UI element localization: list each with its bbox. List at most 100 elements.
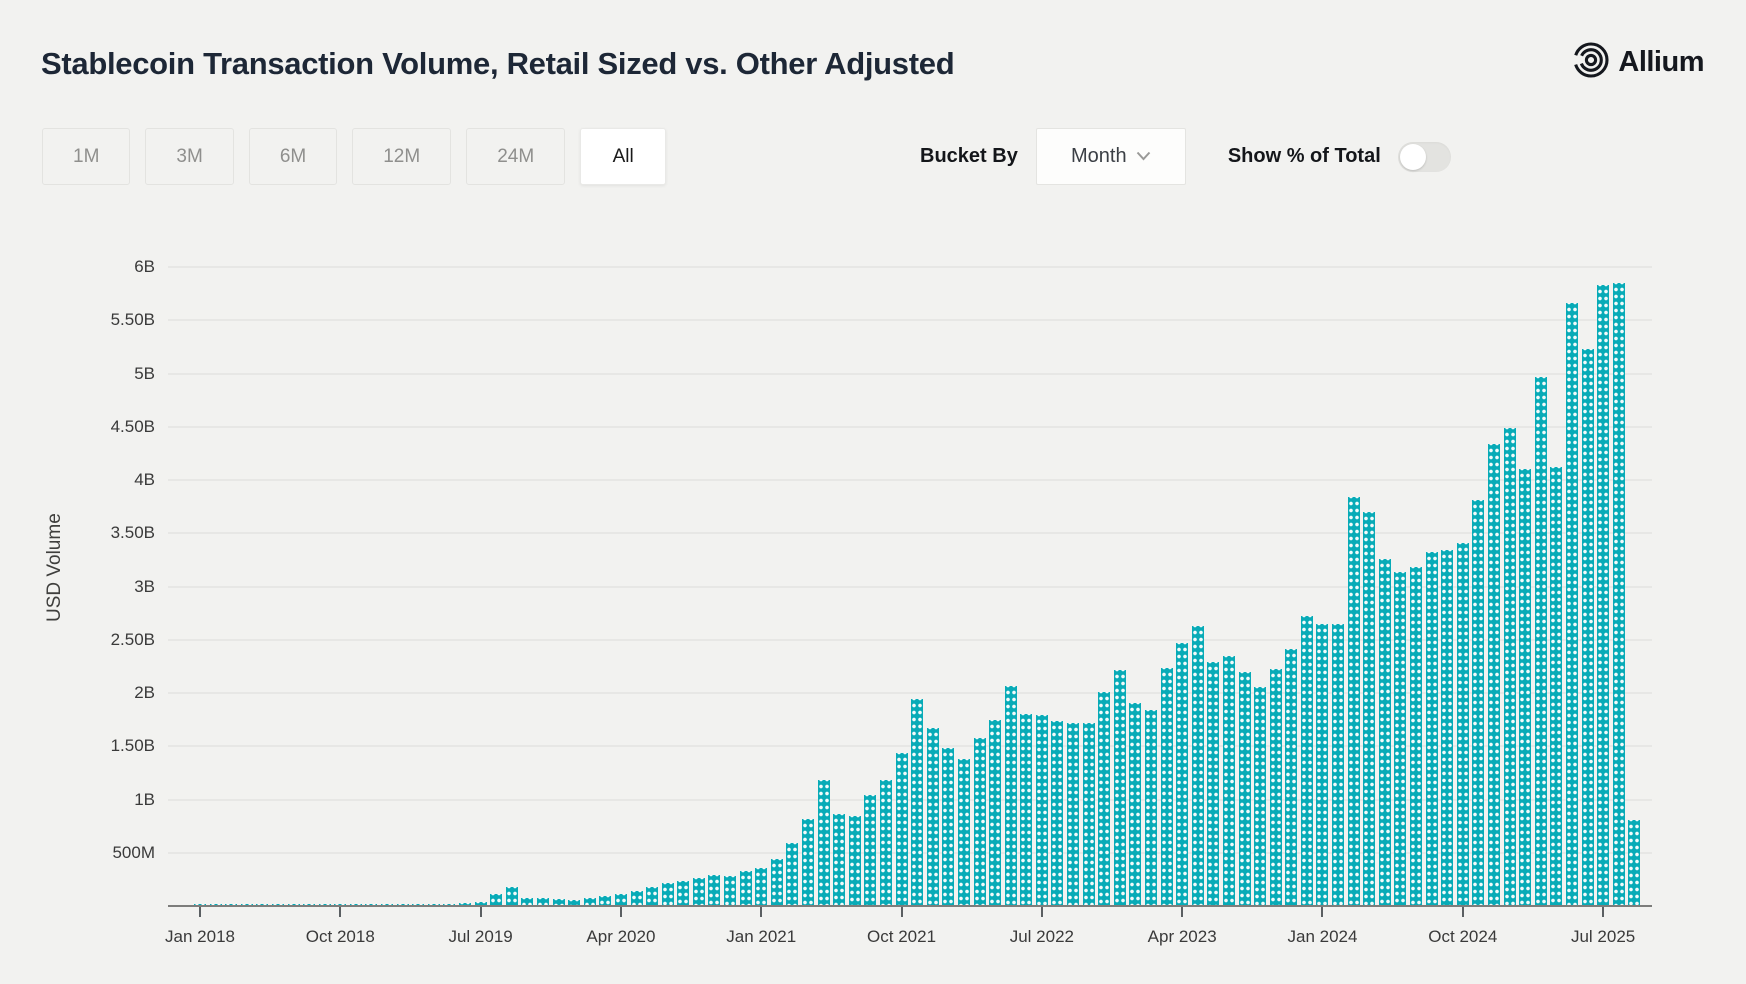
bar[interactable] [521, 898, 534, 905]
bar[interactable] [895, 753, 908, 905]
bar[interactable] [1035, 715, 1048, 905]
bar[interactable] [459, 903, 472, 905]
bar[interactable] [381, 904, 394, 905]
bar[interactable] [1238, 672, 1251, 905]
bar[interactable] [490, 894, 503, 905]
bar[interactable] [1144, 710, 1157, 905]
bar[interactable] [427, 904, 440, 905]
bar[interactable] [1550, 467, 1563, 905]
bar[interactable] [677, 881, 690, 905]
bar[interactable] [1285, 649, 1298, 905]
bar[interactable] [1581, 349, 1594, 905]
bar[interactable] [1487, 444, 1500, 905]
bar[interactable] [739, 871, 752, 905]
bar[interactable] [1269, 669, 1282, 905]
bar[interactable] [474, 902, 487, 905]
bar[interactable] [1363, 512, 1376, 905]
bar[interactable] [786, 843, 799, 905]
bar[interactable] [1612, 283, 1625, 905]
range-button-all[interactable]: All [580, 128, 667, 185]
bar[interactable] [583, 898, 596, 905]
show-percent-toggle[interactable] [1397, 141, 1451, 172]
bar[interactable] [1098, 692, 1111, 905]
bar[interactable] [661, 883, 674, 905]
bar[interactable] [848, 816, 861, 905]
bar[interactable] [568, 900, 581, 905]
bar[interactable] [334, 904, 347, 905]
bar[interactable] [879, 780, 892, 905]
bar[interactable] [1254, 687, 1267, 905]
bar[interactable] [287, 904, 300, 905]
bar[interactable] [505, 887, 518, 905]
bar[interactable] [802, 819, 814, 905]
bar[interactable] [349, 904, 362, 905]
bar[interactable] [303, 904, 316, 905]
bar[interactable] [692, 878, 705, 905]
bar[interactable] [271, 904, 284, 905]
bar[interactable] [1067, 723, 1080, 905]
bar[interactable] [1410, 567, 1423, 905]
bar[interactable] [724, 876, 737, 905]
bar[interactable] [1597, 285, 1610, 905]
bar[interactable] [911, 699, 924, 905]
bar[interactable] [365, 904, 378, 905]
bar[interactable] [1456, 543, 1469, 905]
bar[interactable] [536, 898, 549, 905]
bar[interactable] [1347, 497, 1360, 905]
bar[interactable] [209, 904, 222, 905]
bar[interactable] [1020, 714, 1033, 905]
bar[interactable] [1565, 303, 1578, 905]
bar[interactable] [1378, 559, 1391, 905]
bar[interactable] [770, 859, 783, 905]
bar[interactable] [1441, 550, 1454, 905]
bar[interactable] [1628, 820, 1641, 905]
bar[interactable] [1472, 500, 1485, 905]
bar[interactable] [1519, 469, 1532, 905]
bar[interactable] [1004, 686, 1017, 905]
bar[interactable] [1503, 428, 1516, 905]
bar[interactable] [240, 904, 253, 905]
bar[interactable] [1534, 377, 1547, 905]
bar[interactable] [599, 896, 612, 905]
bar[interactable] [973, 738, 986, 905]
bar[interactable] [755, 868, 768, 905]
bar[interactable] [1129, 703, 1142, 905]
bar[interactable] [552, 899, 565, 905]
bar[interactable] [708, 875, 721, 905]
bar[interactable] [989, 720, 1002, 905]
bar[interactable] [942, 748, 955, 905]
range-button-12m[interactable]: 12M [352, 128, 452, 185]
bar[interactable] [926, 728, 939, 905]
bar[interactable] [1191, 626, 1204, 905]
bar[interactable] [1394, 572, 1407, 905]
bar[interactable] [225, 904, 238, 905]
bar[interactable] [1425, 552, 1438, 905]
bar[interactable] [1207, 662, 1220, 905]
bar[interactable] [864, 795, 877, 905]
bar[interactable] [194, 904, 206, 905]
bar[interactable] [630, 891, 643, 905]
range-button-1m[interactable]: 1M [42, 128, 131, 185]
bar[interactable] [256, 904, 269, 905]
range-button-24m[interactable]: 24M [466, 128, 566, 185]
bar[interactable] [1082, 723, 1095, 905]
range-button-3m[interactable]: 3M [145, 128, 234, 185]
bar[interactable] [1316, 624, 1329, 905]
bar[interactable] [1222, 656, 1235, 905]
bar[interactable] [412, 904, 425, 905]
bar[interactable] [646, 887, 659, 905]
bar[interactable] [1160, 668, 1173, 905]
bar[interactable] [443, 904, 456, 905]
bar[interactable] [318, 904, 331, 905]
bar[interactable] [1113, 670, 1126, 905]
bucket-by-select[interactable]: Month [1035, 128, 1186, 185]
bar[interactable] [1332, 624, 1345, 905]
bar[interactable] [1176, 643, 1189, 905]
bar[interactable] [396, 904, 409, 905]
bar[interactable] [1051, 721, 1064, 905]
bar[interactable] [957, 759, 970, 905]
range-button-6m[interactable]: 6M [248, 128, 338, 185]
bar[interactable] [833, 814, 846, 905]
bar[interactable] [1300, 616, 1313, 905]
bar[interactable] [614, 894, 627, 905]
